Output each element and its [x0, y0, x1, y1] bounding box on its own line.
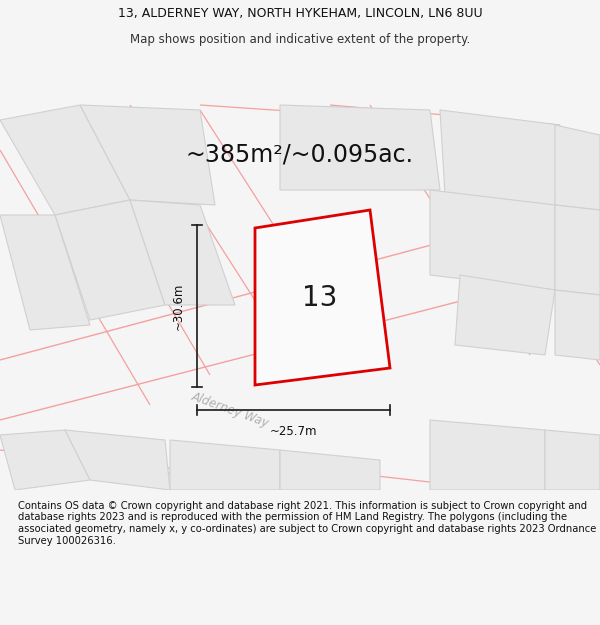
Polygon shape — [430, 420, 545, 490]
Text: ~30.6m: ~30.6m — [172, 282, 185, 330]
Polygon shape — [0, 215, 90, 330]
Polygon shape — [280, 450, 380, 490]
Polygon shape — [555, 125, 600, 210]
Polygon shape — [170, 440, 280, 490]
Polygon shape — [255, 210, 390, 385]
Polygon shape — [0, 430, 90, 490]
Polygon shape — [440, 110, 560, 205]
Text: ~25.7m: ~25.7m — [270, 425, 317, 438]
Polygon shape — [280, 105, 440, 190]
Text: ~385m²/~0.095ac.: ~385m²/~0.095ac. — [186, 143, 414, 167]
Polygon shape — [555, 205, 600, 295]
Polygon shape — [0, 105, 130, 215]
Text: Alderney Way: Alderney Way — [190, 390, 271, 430]
Text: 13: 13 — [302, 284, 338, 312]
Polygon shape — [65, 430, 170, 490]
Polygon shape — [455, 275, 555, 355]
Polygon shape — [80, 105, 215, 205]
Polygon shape — [130, 200, 235, 305]
Polygon shape — [555, 290, 600, 360]
Text: Contains OS data © Crown copyright and database right 2021. This information is : Contains OS data © Crown copyright and d… — [18, 501, 596, 546]
Text: 13, ALDERNEY WAY, NORTH HYKEHAM, LINCOLN, LN6 8UU: 13, ALDERNEY WAY, NORTH HYKEHAM, LINCOLN… — [118, 8, 482, 21]
Polygon shape — [55, 200, 165, 320]
Polygon shape — [545, 430, 600, 490]
Text: Map shows position and indicative extent of the property.: Map shows position and indicative extent… — [130, 32, 470, 46]
Polygon shape — [430, 190, 555, 290]
